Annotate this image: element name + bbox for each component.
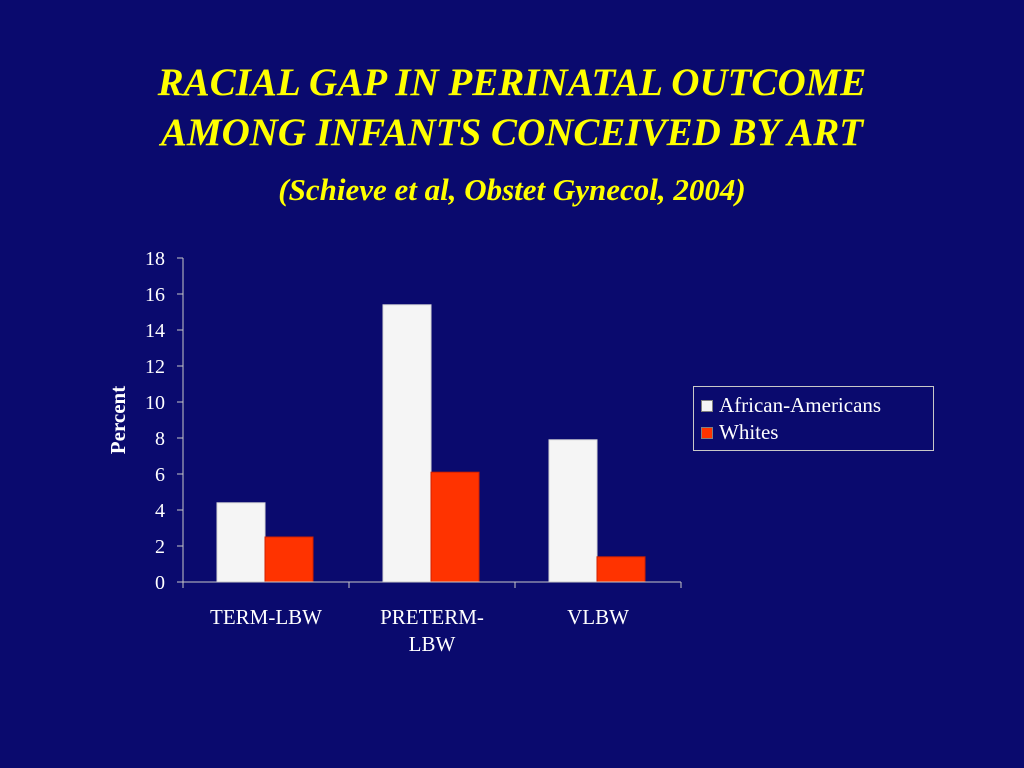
bar-whites-1 [430, 471, 480, 583]
citation: (Schieve et al, Obstet Gynecol, 2004) [278, 172, 746, 207]
x-category-label-0-line-0: TERM-LBW [210, 605, 322, 629]
y-tick-label-2: 2 [155, 536, 165, 558]
y-axis-title: Percent [106, 386, 130, 454]
title-line-2: AMONG INFANTS CONCEIVED BY ART [160, 111, 864, 154]
legend-item-whites: Whites [701, 419, 933, 446]
title-line-1: RACIAL GAP IN PERINATAL OUTCOME [157, 61, 867, 104]
legend-item-african-americans: African-Americans [701, 392, 933, 419]
legend-label-whites: Whites [719, 420, 779, 444]
legend-swatch-whites [701, 426, 713, 439]
y-tick-label-18: 18 [145, 248, 165, 270]
y-tick-label-4: 4 [155, 500, 165, 522]
legend-label-african-americans: African-Americans [719, 393, 882, 417]
legend-swatch-african-americans [701, 399, 713, 412]
x-category-label-1-line-0: PRETERM- [380, 605, 484, 629]
bar-whites-2 [596, 556, 646, 583]
y-tick-label-10: 10 [145, 392, 165, 414]
bar-whites-0 [264, 536, 314, 583]
x-category-label-1-line-1: LBW [409, 632, 456, 656]
x-category-label-2-line-0: VLBW [567, 605, 629, 629]
bar-african-americans-2 [548, 439, 598, 583]
y-tick-label-14: 14 [145, 320, 165, 342]
y-tick-label-8: 8 [155, 428, 165, 450]
y-tick-label-16: 16 [145, 284, 165, 306]
y-tick-label-6: 6 [155, 464, 165, 486]
chart-legend: African-Americans Whites [693, 386, 934, 451]
y-tick-label-0: 0 [155, 572, 165, 594]
bar-african-americans-0 [216, 502, 266, 583]
bar-african-americans-1 [382, 304, 432, 583]
y-tick-label-12: 12 [145, 356, 165, 378]
slide-title: RACIAL GAP IN PERINATAL OUTCOME AMONG IN… [0, 58, 1024, 158]
